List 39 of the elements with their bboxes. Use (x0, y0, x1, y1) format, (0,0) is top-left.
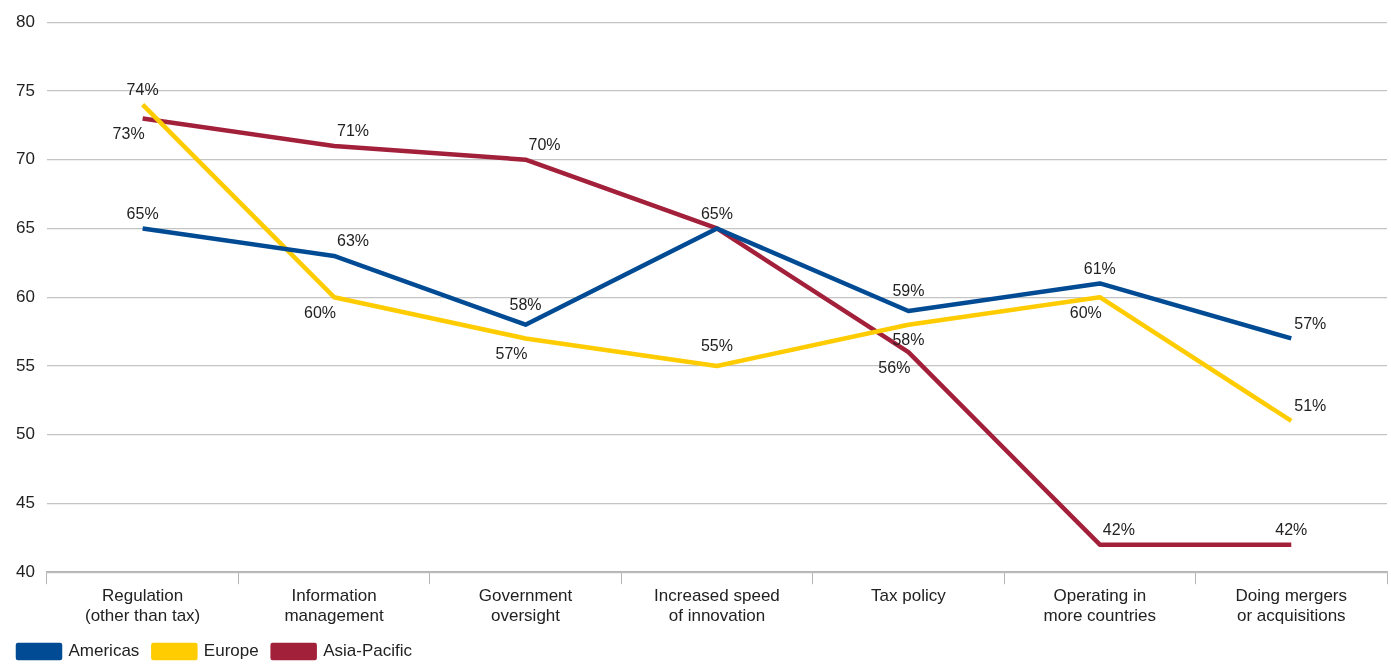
data-label: 61% (1083, 259, 1116, 277)
data-label: 51% (1294, 397, 1327, 415)
data-label: 57% (1294, 314, 1327, 332)
data-label: 57% (495, 344, 528, 362)
x-tick-label: Regulation (other than tax) (84, 586, 201, 626)
data-label: 58% (509, 296, 542, 314)
y-tick-label: 55 (15, 355, 35, 375)
data-label: 59% (892, 282, 925, 300)
legend-label: Europe (203, 641, 259, 661)
y-tick-label: 70 (15, 149, 35, 169)
x-tick-label: Doing mergers or acquisitions (1235, 586, 1348, 626)
x-tick-label: Operating in more countries (1043, 586, 1157, 626)
y-tick-label: 65 (15, 218, 35, 238)
y-tick-label: 60 (15, 286, 35, 306)
data-label: 65% (126, 204, 159, 222)
data-label: 58% (892, 331, 925, 349)
x-tick-label: Increased speed of innovation (654, 586, 780, 626)
x-tick-label: Information management (284, 586, 384, 626)
legend-label: Americas (68, 641, 140, 661)
y-tick-label: 75 (15, 80, 35, 100)
x-tick-label: Government oversight (478, 586, 573, 626)
x-tick-label: Tax policy (871, 586, 947, 606)
data-label: 56% (878, 358, 911, 376)
data-label: 60% (304, 303, 337, 321)
data-label: 70% (528, 136, 561, 154)
data-label: 71% (337, 122, 370, 140)
data-label: 42% (1102, 521, 1135, 539)
data-label: 60% (1069, 303, 1102, 321)
y-tick-label: 80 (15, 11, 35, 31)
data-label: 42% (1275, 521, 1308, 539)
data-label: 65% (700, 204, 733, 222)
legend-label: Asia-Pacific (323, 641, 413, 661)
data-label: 55% (700, 337, 733, 355)
data-label: 73% (112, 124, 145, 142)
y-tick-label: 40 (15, 561, 35, 581)
y-tick-label: 50 (15, 424, 35, 444)
y-tick-label: 45 (15, 493, 35, 513)
data-label: 63% (337, 232, 370, 250)
data-label: 74% (126, 81, 159, 99)
